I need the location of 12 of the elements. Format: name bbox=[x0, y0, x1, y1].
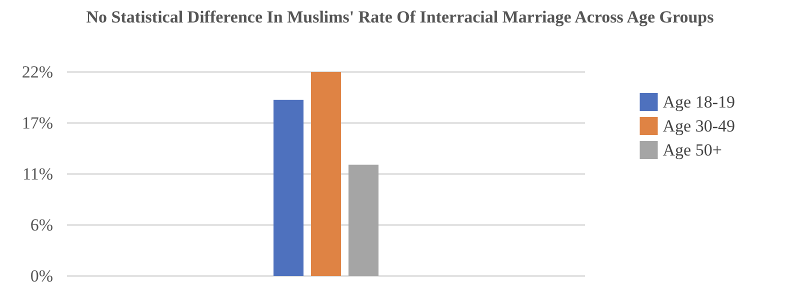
y-tick-label: 11% bbox=[22, 164, 53, 184]
legend-label: Age 18-19 bbox=[662, 92, 735, 112]
y-tick-label: 17% bbox=[22, 114, 53, 132]
y-tick-label: 6% bbox=[30, 216, 53, 234]
legend-label: Age 50+ bbox=[662, 140, 722, 160]
y-tick-label: 0% bbox=[30, 266, 53, 286]
chart-title: No Statistical Difference In Muslims' Rate Of Interracial Marriage Across Age Groups bbox=[86, 8, 714, 26]
bar bbox=[274, 100, 304, 276]
legend-label: Age 30-49 bbox=[662, 116, 735, 136]
bar bbox=[348, 164, 378, 276]
bar bbox=[311, 72, 341, 276]
y-tick-label: 22% bbox=[22, 62, 53, 82]
